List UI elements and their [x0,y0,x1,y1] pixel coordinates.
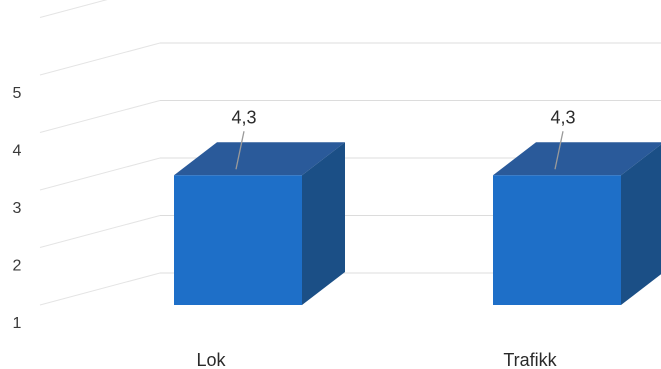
bar-side [302,142,345,305]
data-label-leader [554,131,564,170]
bar-top [493,142,661,176]
bar [493,175,621,305]
bar-side [621,144,661,305]
gridline-depth [39,157,161,191]
x-category-label: Lok [196,350,226,369]
y-tick-label: 3 [13,200,22,217]
bar [174,175,302,305]
gridline-depth [39,42,161,76]
data-label: 4,3 [550,107,575,127]
data-label-leader [235,131,245,170]
y-tick-label: 2 [13,258,22,275]
y-tick-label: 1 [13,315,22,332]
y-axis-ticks: 1 2 3 4 5 [13,85,22,332]
bars: 4,3 4,3 [174,107,661,305]
data-label: 4,3 [231,107,256,127]
category-labels: Lok Trafikk [196,350,557,369]
bar-top [174,142,345,176]
gridline-depth [39,0,108,18]
y-tick-label: 4 [13,143,22,160]
gridline-depth [39,100,161,133]
gridline-depth [39,215,161,248]
y-tick-label: 5 [13,85,22,102]
gridline-depth [39,272,161,306]
x-category-label: Trafikk [503,350,557,369]
